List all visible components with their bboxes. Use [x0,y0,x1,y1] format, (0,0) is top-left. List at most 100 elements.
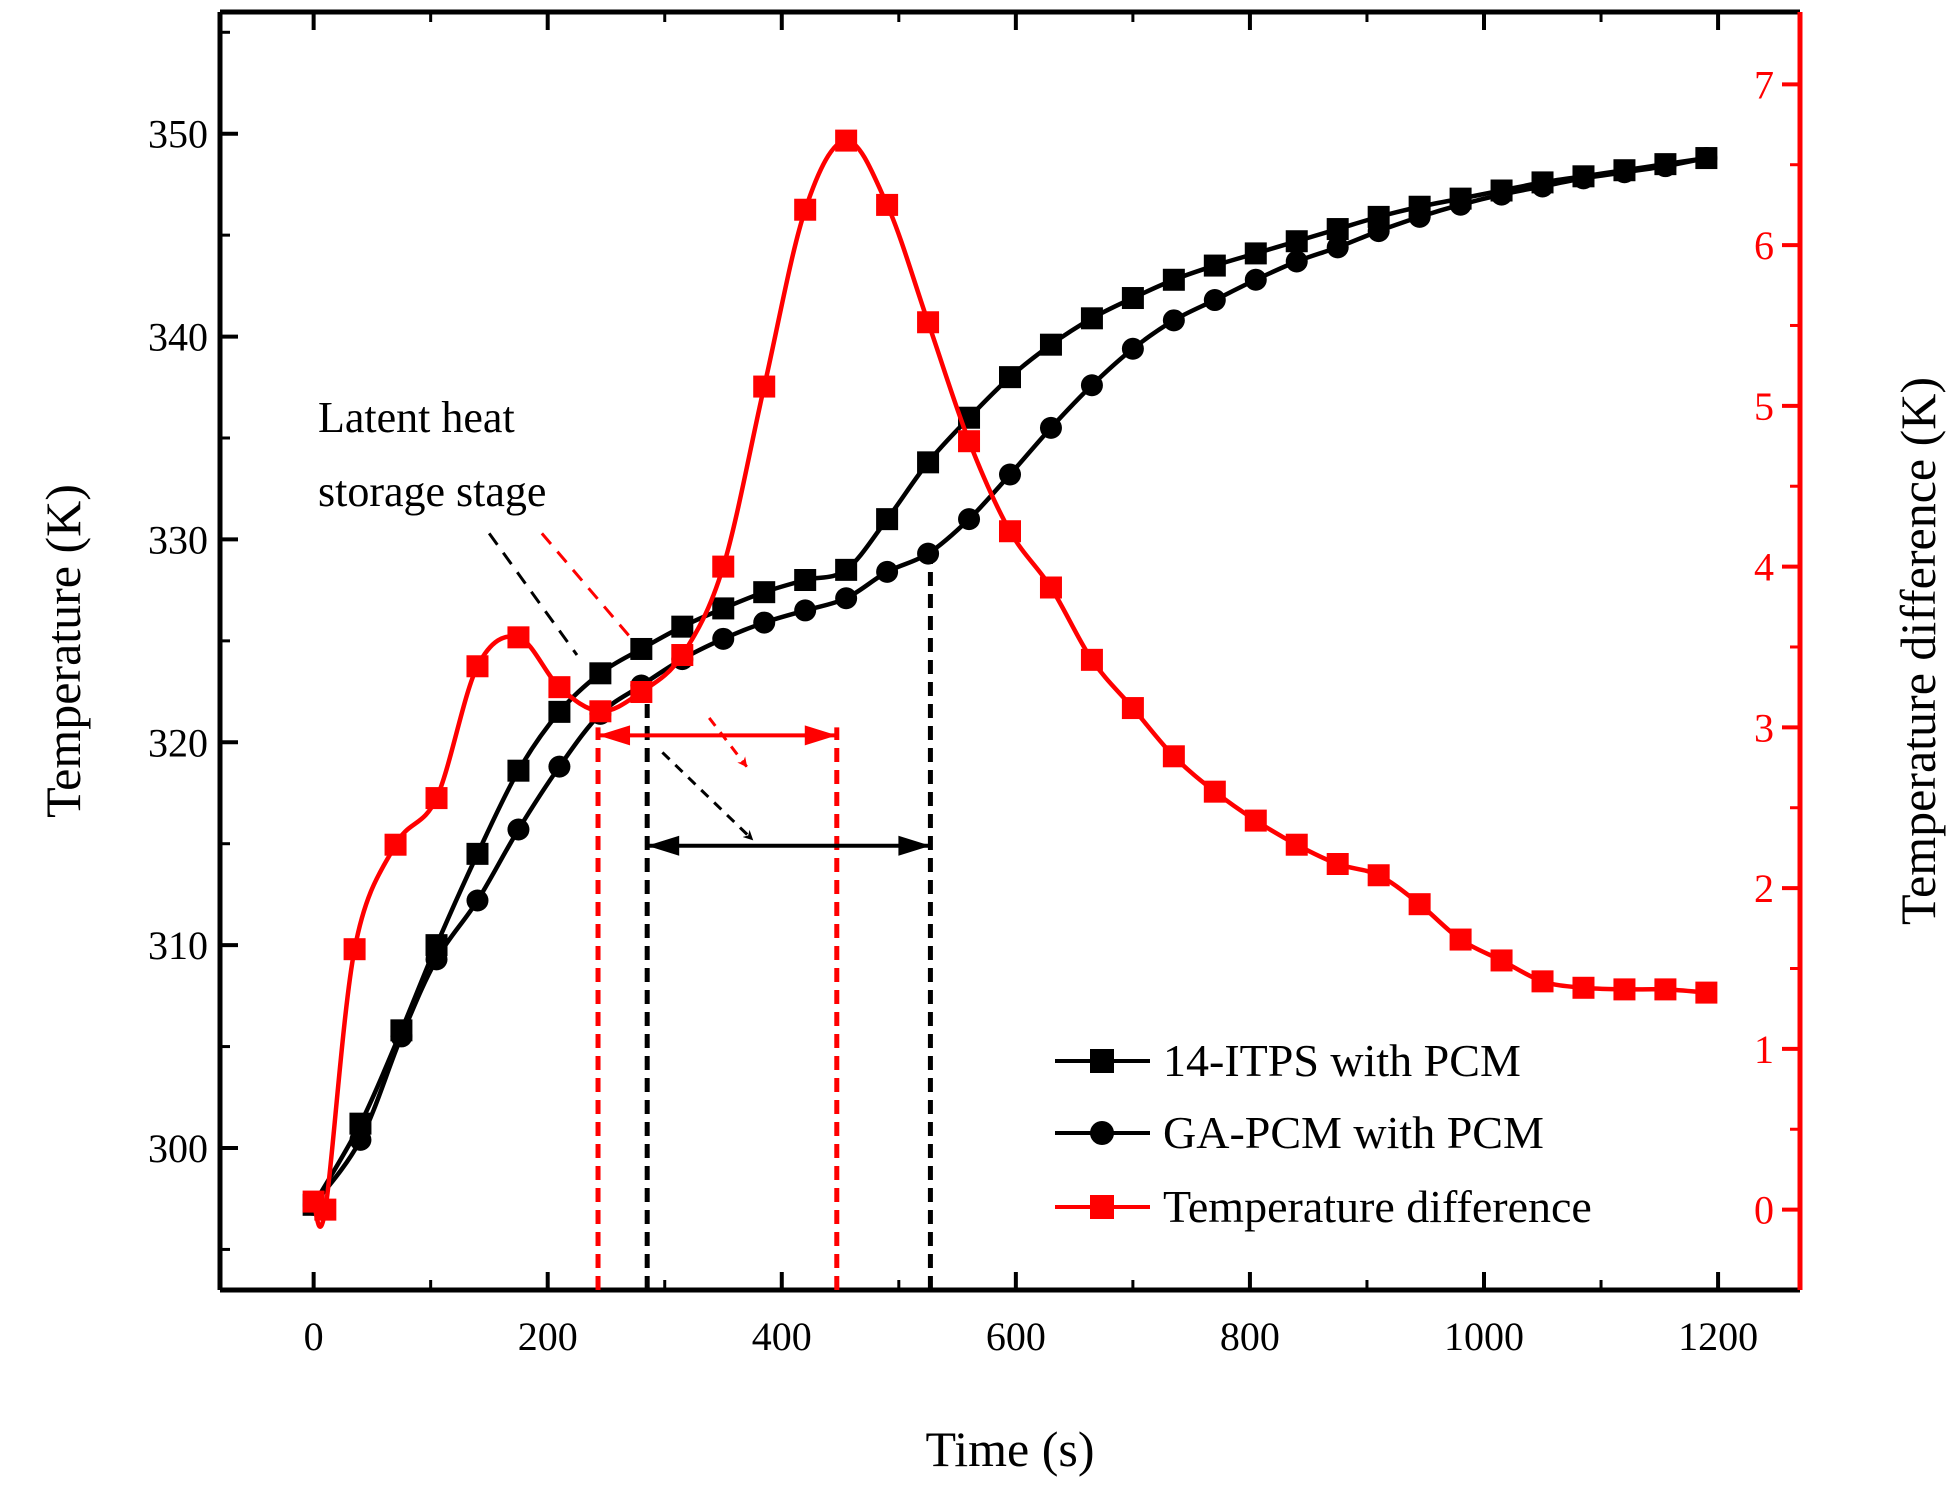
data-point [1490,183,1513,206]
y2-tick-label: 2 [1754,866,1774,911]
data-point [1244,242,1267,265]
data-point [958,430,981,453]
data-point [390,1025,413,1048]
data-point [507,818,530,841]
data-point [1162,745,1185,768]
data-point [917,311,940,334]
data-point [1244,809,1267,832]
legend-marker-14-itps [1090,1049,1114,1073]
x-tick-label: 1000 [1444,1314,1524,1359]
red-pointer-upper [540,532,649,659]
annotation-line1: Latent heat [318,393,515,442]
data-point [1162,268,1185,291]
y2-tick-label: 0 [1754,1188,1774,1233]
data-point [794,198,817,221]
data-point [384,833,407,856]
x-tick-label: 0 [304,1314,324,1359]
data-point [1203,780,1226,803]
data-point [1121,287,1144,310]
data-point [1080,374,1103,397]
data-point [794,599,817,622]
data-point [1285,833,1308,856]
data-point [1244,268,1267,291]
data-point [876,560,899,583]
y2-tick-label: 3 [1754,705,1774,750]
data-point [1326,236,1349,259]
y-axis-title: Temperature (K) [35,484,91,818]
data-point [630,680,653,703]
legend: 14-ITPS with PCM GA-PCM with PCM Tempera… [1055,1035,1592,1232]
annotation-line2: storage stage [318,467,546,516]
data-point [1613,978,1636,1001]
data-point [1613,161,1636,184]
data-point [425,787,448,810]
y2-tick-label: 5 [1754,384,1774,429]
data-point [712,555,735,578]
data-point [466,655,489,678]
data-point [1408,893,1431,916]
data-point [1285,230,1308,253]
legend-entry-temp-diff: Temperature difference [1055,1181,1592,1232]
data-point [753,375,776,398]
y2-tick-label: 1 [1754,1027,1774,1072]
x-tick-label: 1200 [1678,1314,1758,1359]
data-point [343,938,366,961]
data-point [589,700,612,723]
data-point [548,755,571,778]
data-point [999,463,1021,486]
y-tick-label: 350 [148,112,208,157]
data-point [1449,928,1472,951]
data-point [349,1128,372,1151]
y-tick-label: 320 [148,720,208,765]
data-point [548,700,571,723]
data-point [999,366,1021,389]
data-point [835,558,858,581]
data-point [1695,981,1718,1004]
data-point [835,587,858,610]
data-point [466,889,489,912]
data-point [1162,309,1185,332]
data-point [1326,218,1349,241]
data-point [1572,167,1595,190]
data-point [753,611,776,634]
legend-label-temp-diff: Temperature difference [1163,1181,1592,1232]
data-point [958,508,981,531]
legend-label-ga-pcm: GA-PCM with PCM [1163,1107,1544,1158]
ticks: 0 200 400 600 800 1000 1200 300 310 320 330 340 350 0… [148,12,1800,1359]
y2-tick-label: 4 [1754,545,1774,590]
data-point [1285,250,1308,273]
data-point [712,597,735,620]
y-tick-label: 330 [148,517,208,562]
y2-tick-label: 7 [1754,62,1774,107]
data-point [1490,949,1513,972]
data-point [917,451,940,474]
data-point [876,508,899,531]
series-layer [302,129,1718,1229]
annotations [487,532,933,1290]
data-point [1121,697,1144,720]
y-tick-label: 300 [148,1126,208,1171]
data-point [425,948,448,971]
black-pointer-lower [661,751,754,841]
legend-entry-14-itps: 14-ITPS with PCM [1055,1035,1521,1086]
data-point [1654,978,1677,1001]
data-point [876,193,899,216]
data-point [999,520,1021,543]
legend-label-14-itps: 14-ITPS with PCM [1163,1035,1521,1086]
data-point [671,644,694,667]
data-point [1039,416,1062,439]
x-tick-label: 600 [986,1314,1046,1359]
legend-marker-ga-pcm [1090,1121,1114,1145]
red-pointer-lower [708,717,748,768]
legend-marker-temp-diff [1090,1195,1114,1219]
data-point [1531,970,1554,993]
data-point [1408,205,1431,228]
data-point [1367,864,1390,887]
data-point [671,615,694,638]
data-point [314,1198,337,1221]
x-tick-label: 400 [752,1314,812,1359]
y-tick-label: 310 [148,923,208,968]
data-point [507,626,530,649]
y-tick-label: 340 [148,315,208,360]
